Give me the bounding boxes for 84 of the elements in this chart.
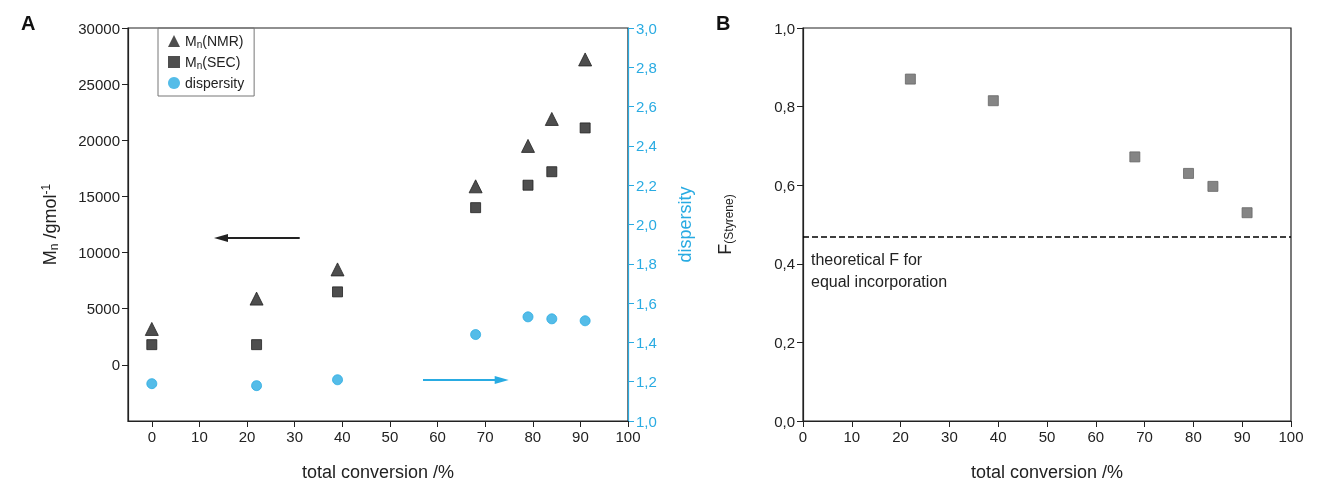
y-tick-label: 30000 bbox=[78, 19, 120, 37]
chart-title: A bbox=[21, 12, 36, 34]
x-axis-title: total conversion /% bbox=[301, 462, 455, 482]
x-tick-label: 30 bbox=[941, 428, 958, 445]
x-tick-label: 60 bbox=[429, 428, 446, 445]
point bbox=[146, 378, 158, 390]
y-tick-label: 20000 bbox=[78, 131, 120, 149]
x-tick-label: 100 bbox=[615, 428, 641, 445]
y2-tick-label: 1,6 bbox=[636, 294, 657, 312]
y-tick-label: 10000 bbox=[78, 244, 120, 262]
y-tick-label: 25000 bbox=[78, 75, 120, 93]
y-tick-label: 0,4 bbox=[774, 255, 795, 273]
point bbox=[1183, 167, 1195, 179]
point bbox=[522, 179, 534, 191]
y-tick-label: 0,0 bbox=[774, 412, 795, 430]
legend-label: Mn(NMR) bbox=[185, 33, 244, 50]
x-tick-label: 80 bbox=[524, 428, 542, 445]
y-axis-title: F(Styrene) bbox=[715, 194, 736, 255]
x-tick-label: 0 bbox=[798, 428, 808, 445]
point bbox=[1241, 207, 1253, 219]
y2-tick-label: 1,8 bbox=[636, 255, 657, 273]
y-axis-title: Mn /gmol-1 bbox=[39, 183, 61, 266]
y2-tick-label: 2,0 bbox=[636, 216, 657, 233]
y-tick-label: 0,6 bbox=[774, 176, 795, 194]
y-tick-label: 5000 bbox=[86, 300, 120, 318]
x-tick-label: 100 bbox=[1278, 428, 1304, 445]
x-tick-label: 70 bbox=[1136, 428, 1153, 445]
point bbox=[332, 286, 344, 298]
point bbox=[546, 166, 558, 178]
point bbox=[251, 380, 263, 392]
x-tick-label: 50 bbox=[381, 428, 399, 445]
y2-tick-label: 1,4 bbox=[636, 333, 657, 351]
y2-tick-label: 1,0 bbox=[636, 412, 657, 430]
x-tick-label: 90 bbox=[1233, 428, 1251, 445]
point bbox=[987, 95, 999, 107]
x-tick-label: 50 bbox=[1038, 428, 1056, 445]
y-tick-label: 1,0 bbox=[774, 19, 795, 37]
y-tick-label: 15000 bbox=[78, 187, 120, 205]
point bbox=[522, 311, 534, 323]
x-tick-label: 90 bbox=[572, 428, 589, 445]
ref-line-label: theoretical F for equal incorporation bbox=[811, 250, 948, 290]
legend-label: Mn(SEC) bbox=[185, 54, 241, 71]
point bbox=[249, 291, 264, 306]
x-tick-label: 20 bbox=[892, 428, 909, 445]
point bbox=[904, 73, 916, 85]
point bbox=[521, 138, 535, 153]
point bbox=[578, 52, 593, 67]
y-tick-label: 0,8 bbox=[774, 98, 795, 116]
x-tick-label: 40 bbox=[333, 428, 351, 445]
y2-tick-label: 3,0 bbox=[636, 19, 657, 37]
point bbox=[251, 339, 263, 351]
x-tick-label: 20 bbox=[238, 428, 256, 445]
point bbox=[146, 339, 158, 351]
point bbox=[579, 315, 591, 327]
x-tick-label: 40 bbox=[989, 428, 1007, 445]
point bbox=[470, 329, 482, 341]
x-tick-label: 10 bbox=[843, 428, 861, 445]
y2-tick-label: 2,4 bbox=[636, 137, 657, 155]
point bbox=[544, 111, 559, 126]
point bbox=[1129, 151, 1141, 163]
x-tick-label: 10 bbox=[191, 428, 208, 445]
point bbox=[470, 202, 482, 214]
x-tick-label: 70 bbox=[476, 428, 494, 445]
legend-label: dispersity bbox=[185, 75, 245, 91]
x-tick-label: 60 bbox=[1087, 428, 1105, 445]
point bbox=[332, 374, 344, 386]
x-axis-title: total conversion /% bbox=[970, 462, 1124, 482]
y2-tick-label: 2,6 bbox=[636, 98, 657, 116]
point bbox=[144, 321, 159, 336]
y-tick-label: 0,2 bbox=[774, 333, 795, 351]
chart-title: B bbox=[716, 12, 731, 34]
point bbox=[546, 313, 558, 325]
y2-tick-label: 2,8 bbox=[636, 58, 657, 76]
y2-tick-label: 1,2 bbox=[636, 373, 657, 391]
y2-tick-label: 2,2 bbox=[636, 176, 657, 194]
x-tick-label: 30 bbox=[286, 428, 304, 445]
point bbox=[330, 262, 345, 277]
x-tick-label: 0 bbox=[147, 428, 156, 445]
point bbox=[468, 179, 483, 194]
y-tick-label: 0 bbox=[111, 356, 120, 374]
point bbox=[579, 122, 591, 134]
y2-axis-title: dispersity bbox=[675, 186, 695, 263]
point bbox=[1207, 180, 1219, 192]
x-tick-label: 80 bbox=[1185, 428, 1202, 445]
